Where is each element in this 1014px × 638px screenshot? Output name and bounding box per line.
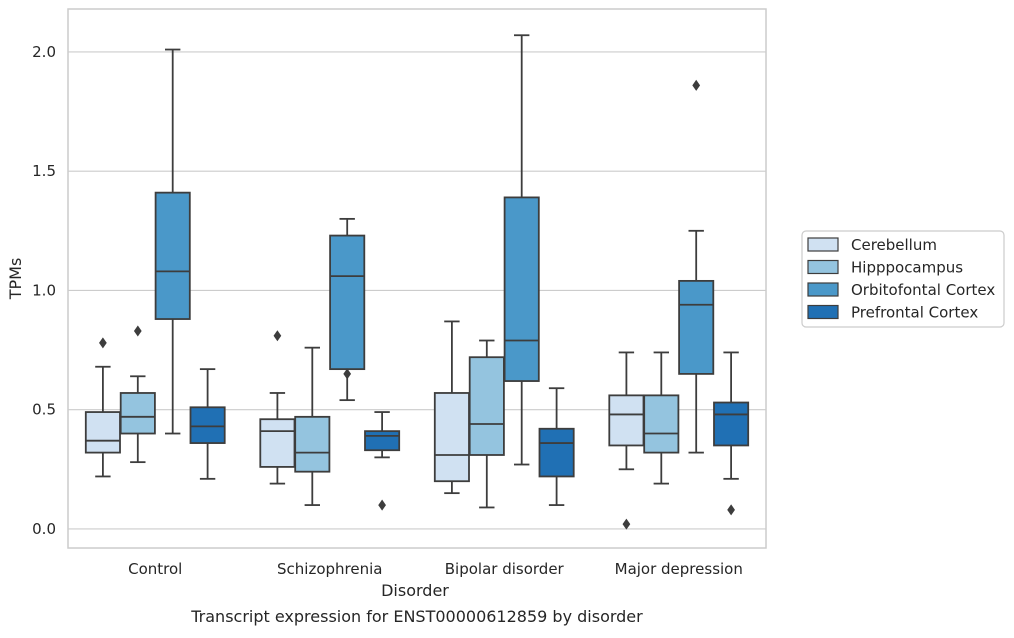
- legend-label: Prefrontal Cortex: [851, 304, 978, 322]
- outlier-point: [622, 518, 631, 530]
- y-axis-ticks: 0.0 0.5 1.0 1.5 2.0: [32, 43, 56, 538]
- legend-item: Cerebellum: [807, 236, 937, 254]
- legend-label: Hipppocampus: [851, 259, 963, 277]
- legend-label: Cerebellum: [851, 236, 937, 254]
- box: [189, 368, 226, 480]
- box: [154, 48, 191, 435]
- box-body: [84, 411, 121, 454]
- box: [713, 351, 750, 516]
- legend-item: Orbitofontal Cortex: [807, 281, 995, 299]
- y-tick-label: 1.0: [32, 281, 56, 299]
- box-body: [154, 191, 191, 320]
- box: [119, 325, 156, 464]
- box: [503, 34, 540, 466]
- box: [259, 330, 296, 485]
- x-tick-label: Major depression: [615, 560, 743, 578]
- legend-item: Hipppocampus: [807, 259, 963, 277]
- outlier-point: [692, 79, 701, 91]
- box: [643, 351, 680, 485]
- legend-swatch: [807, 304, 839, 320]
- outlier-point: [378, 499, 386, 511]
- outlier-point: [727, 504, 735, 516]
- series-hipppocampus: [119, 325, 680, 509]
- legend: Cerebellum Hipppocampus Orbitofontal Corte…: [801, 230, 1005, 328]
- chart-caption: Transcript expression for ENST0000061285…: [190, 607, 643, 626]
- x-tick-label: Control: [128, 560, 182, 578]
- box: [538, 387, 575, 506]
- outlier-point: [343, 368, 352, 380]
- box-body: [329, 234, 366, 371]
- box-body: [538, 427, 575, 478]
- y-tick-label: 1.5: [32, 162, 56, 180]
- y-axis-label: TPMs: [6, 258, 25, 301]
- box: [364, 411, 401, 511]
- box: [468, 339, 505, 509]
- plot-area: [84, 34, 750, 530]
- legend-swatch: [807, 282, 839, 297]
- box-body: [503, 196, 540, 382]
- box-body: [608, 394, 645, 447]
- y-tick-label: 0.0: [32, 520, 56, 538]
- box: [84, 337, 121, 478]
- box-body: [468, 356, 505, 456]
- plot-frame: [67, 8, 767, 549]
- box-body: [294, 415, 331, 473]
- box-body: [713, 401, 750, 447]
- y-tick-label: 0.5: [32, 401, 56, 419]
- box: [433, 320, 470, 495]
- box: [678, 79, 715, 454]
- legend-frame: [801, 230, 1005, 328]
- legend-swatch: [807, 237, 839, 252]
- box-body: [189, 406, 226, 444]
- x-axis-ticks: Control Schizophrenia Bipolar disorder Majo…: [128, 560, 743, 578]
- outlier-point: [133, 325, 142, 337]
- outlier-point: [99, 337, 107, 349]
- box-body: [259, 418, 296, 468]
- x-tick-label: Schizophrenia: [277, 560, 382, 578]
- y-tick-label: 2.0: [32, 43, 56, 61]
- x-tick-label: Bipolar disorder: [445, 560, 565, 578]
- box: [294, 346, 331, 506]
- box-body: [364, 430, 401, 452]
- x-axis-label: Disorder: [381, 581, 449, 600]
- box: [608, 351, 645, 530]
- legend-label: Orbitofontal Cortex: [851, 281, 995, 299]
- box-body: [678, 279, 715, 375]
- box-body: [433, 392, 470, 483]
- legend-swatch: [807, 259, 839, 275]
- legend-item: Prefrontal Cortex: [807, 304, 978, 322]
- box: [329, 217, 366, 402]
- series-prefrontal-cortex: [189, 351, 750, 516]
- outlier-point: [273, 330, 282, 342]
- series-orbitofontal-cortex: [154, 34, 715, 466]
- box-body: [119, 392, 156, 435]
- box-body: [643, 394, 680, 454]
